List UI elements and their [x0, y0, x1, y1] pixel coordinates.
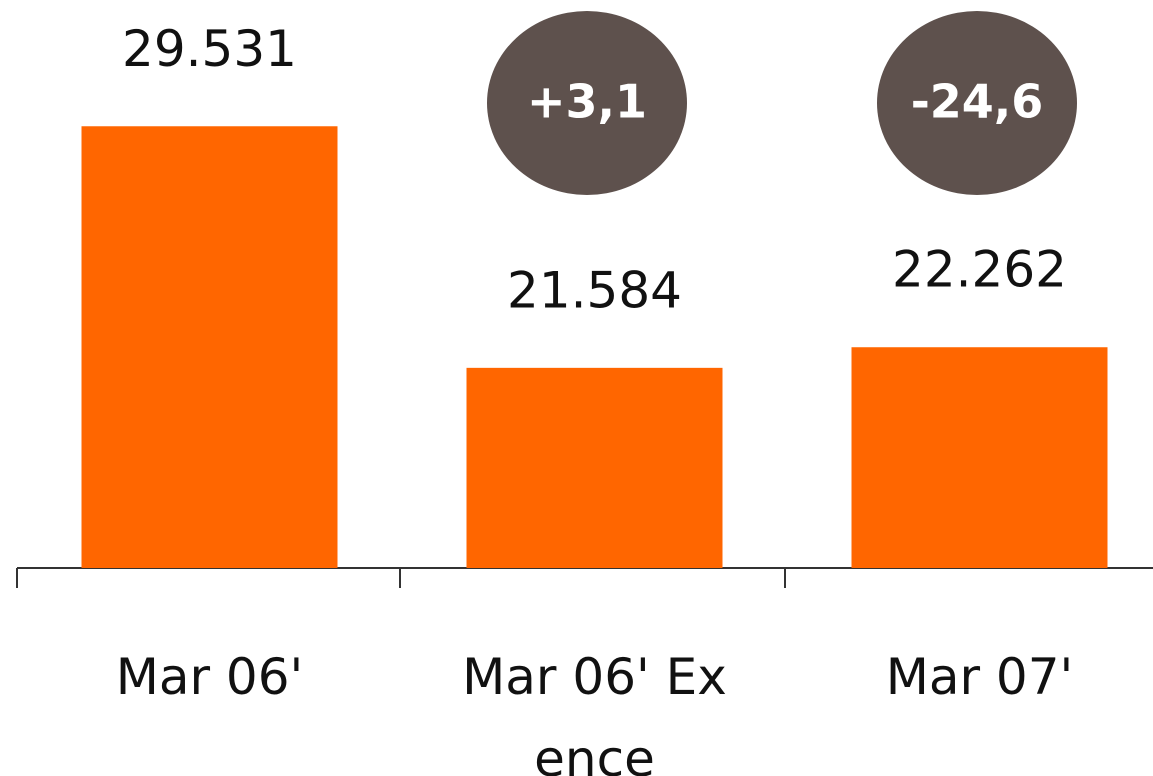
annotation-bubble — [487, 11, 687, 195]
x-tick-label: Mar 06' — [115, 648, 304, 706]
annotation-bubble — [877, 11, 1077, 195]
bar — [851, 347, 1108, 568]
x-tick-label: Mar 06' Ex ence — [462, 648, 727, 776]
bar — [81, 126, 338, 568]
annotation: +3,1 — [527, 75, 647, 129]
value-label: 21.584 — [507, 261, 682, 319]
value-label: 29.531 — [122, 20, 297, 78]
bar — [466, 367, 723, 568]
x-tick-label: Mar 07' — [885, 648, 1074, 706]
value-label: 22.262 — [892, 241, 1067, 299]
annotation: -24,6 — [911, 75, 1044, 129]
